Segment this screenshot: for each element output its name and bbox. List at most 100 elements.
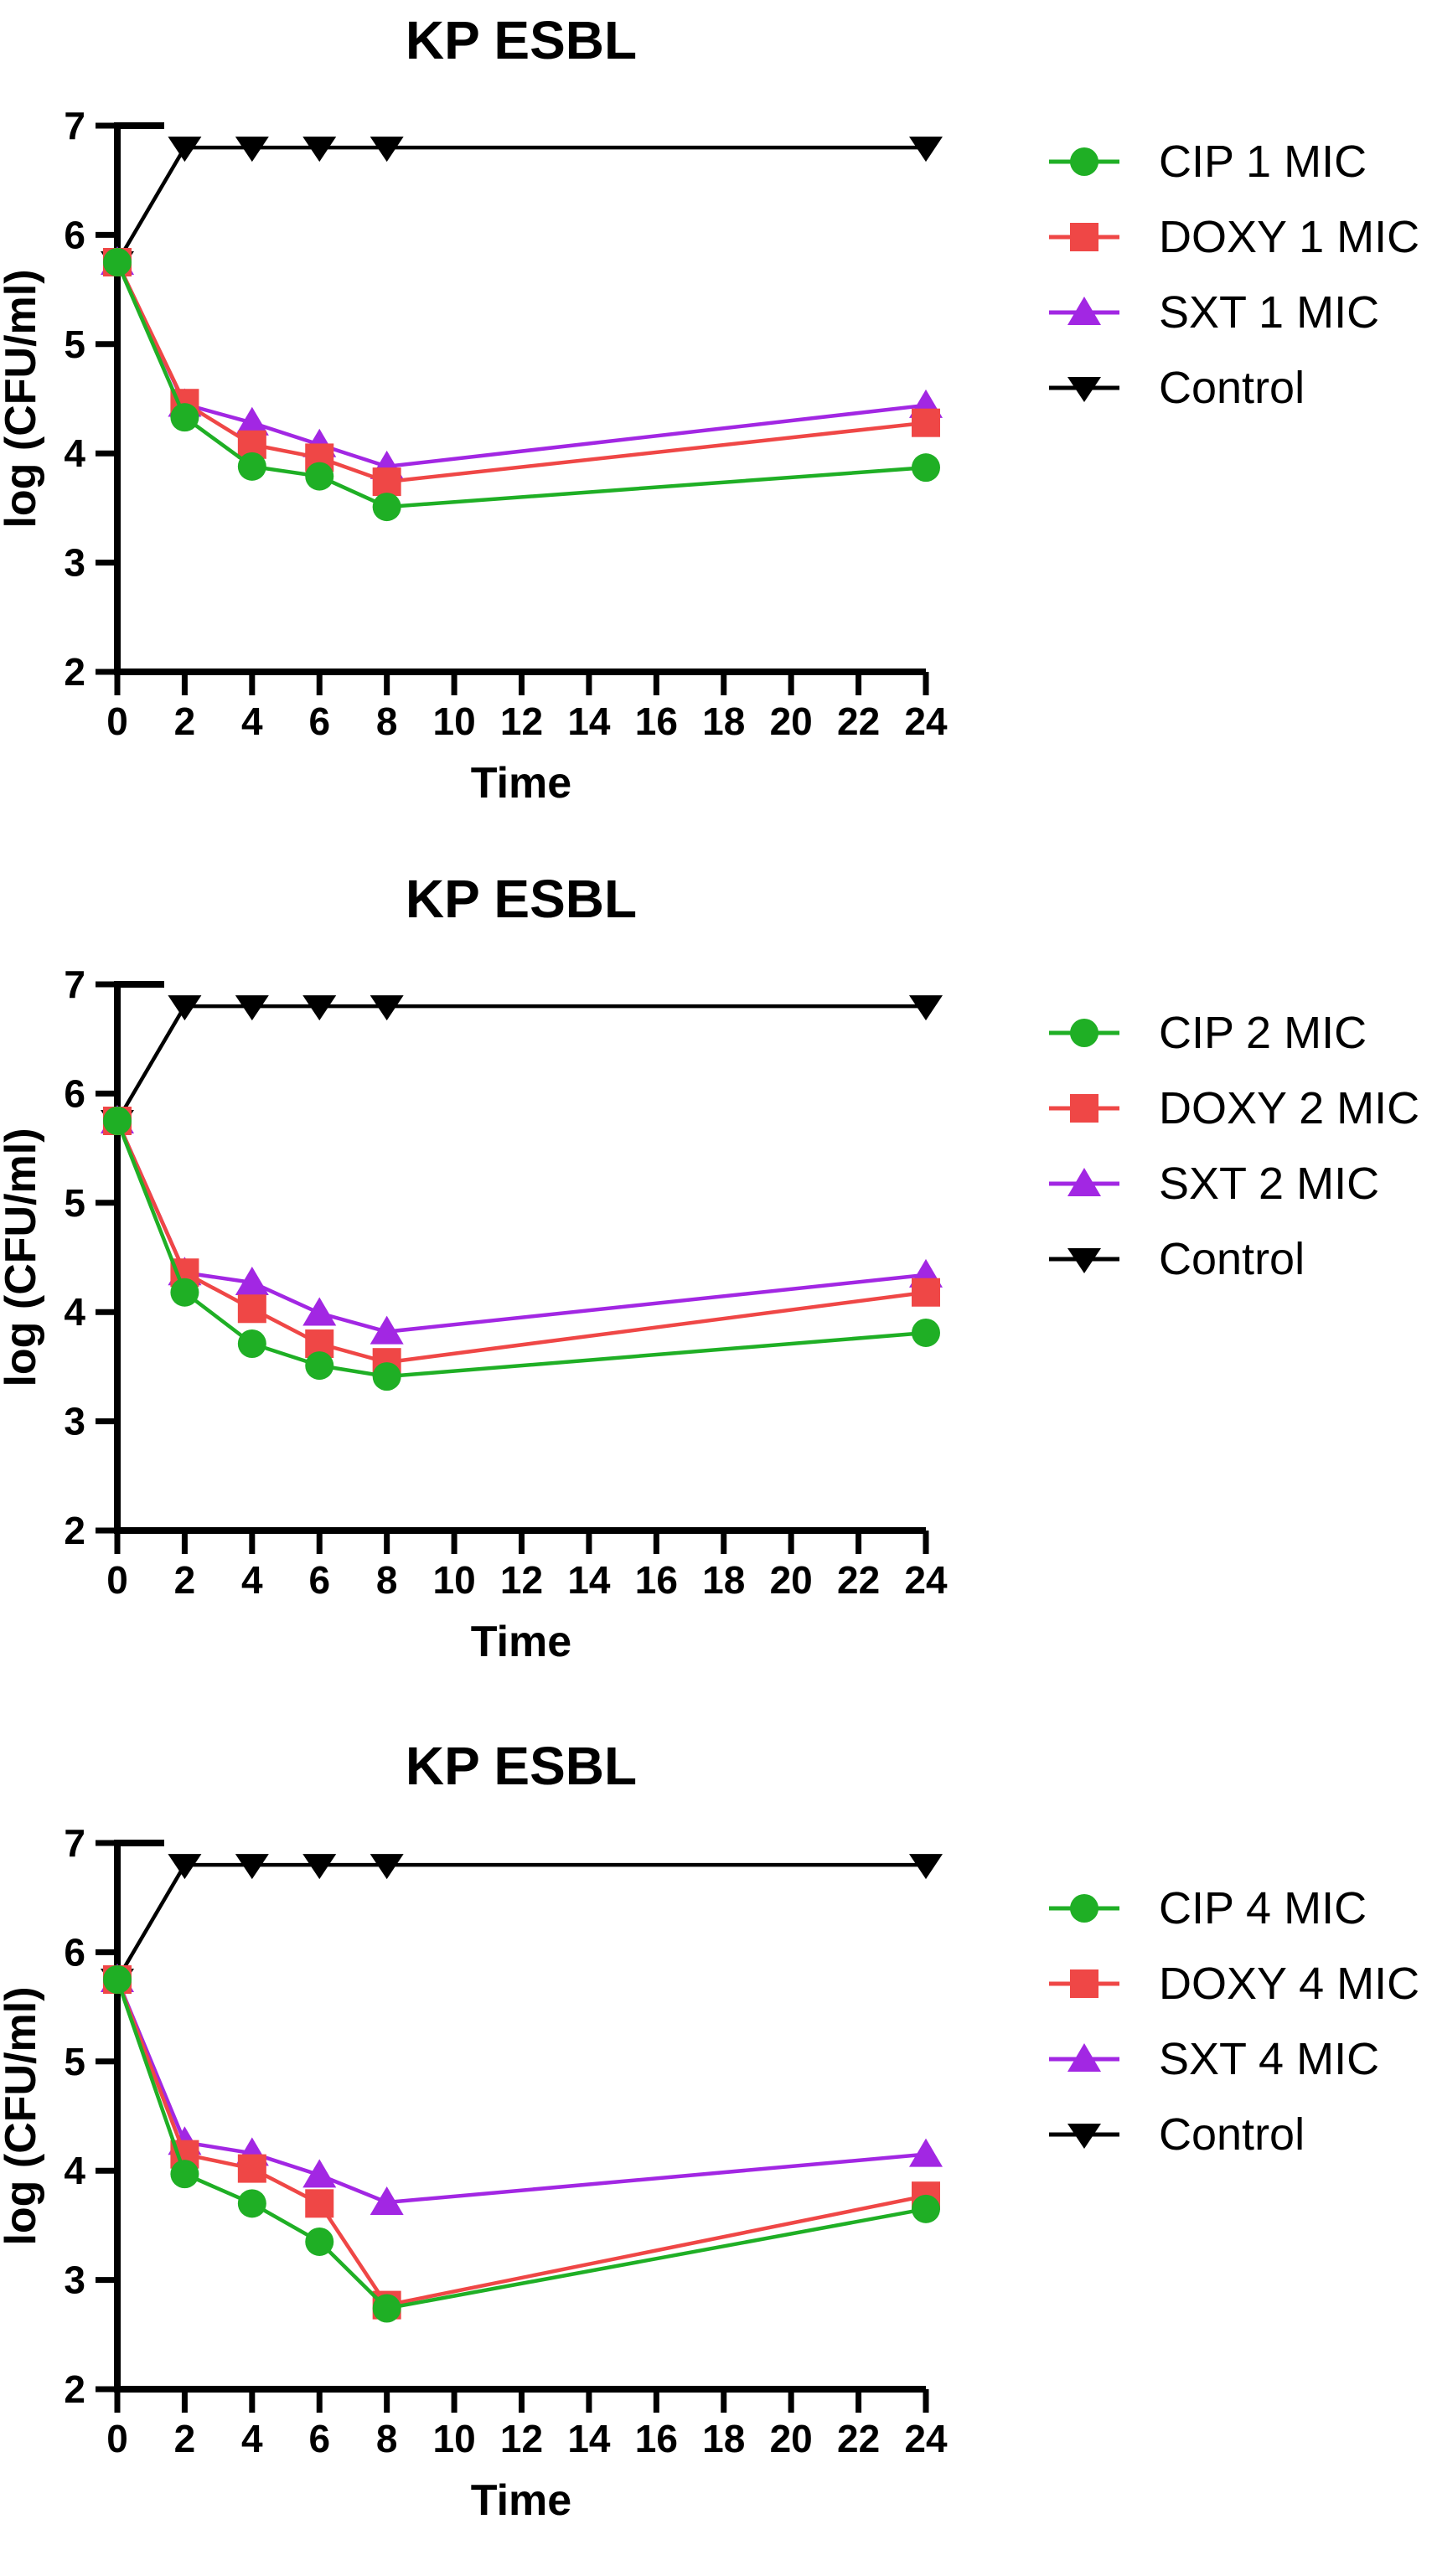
chart-title: KP ESBL xyxy=(406,10,637,70)
chart-title: KP ESBL xyxy=(406,869,637,929)
x-tick-label: 0 xyxy=(106,2417,128,2460)
legend-label: Control xyxy=(1159,1234,1305,1284)
series-marker-control xyxy=(168,995,202,1021)
x-tick-label: 24 xyxy=(904,2417,948,2460)
x-tick-label: 24 xyxy=(904,1558,948,1602)
legend-label: CIP 2 MIC xyxy=(1159,1008,1367,1058)
series-marker-cip-4-mic xyxy=(103,1965,132,1994)
series-marker-control xyxy=(909,995,943,1021)
series-marker-cip-4-mic xyxy=(170,2160,199,2189)
series-marker-sxt-2-mic xyxy=(235,1266,269,1295)
series-marker-cip-1-mic xyxy=(103,248,132,276)
y-tick-label: 4 xyxy=(64,2149,85,2192)
sxt-triangle-up-marker-icon xyxy=(1049,1168,1119,1196)
x-tick-label: 16 xyxy=(635,699,678,743)
series-line-doxy-4-mic xyxy=(115,1979,927,2308)
series-line-control xyxy=(116,1004,926,1123)
y-tick-label: 4 xyxy=(64,1290,85,1334)
series-marker-cip-4-mic xyxy=(372,2294,401,2323)
y-tick-label: 6 xyxy=(64,1071,85,1115)
y-tick-label: 5 xyxy=(64,323,85,366)
cip-circle-marker-icon xyxy=(1049,1894,1119,1923)
x-tick-label: 20 xyxy=(770,2417,813,2460)
series-marker-control xyxy=(302,995,337,1021)
series-marker-cip-2-mic xyxy=(237,1329,266,1359)
x-tick-label: 18 xyxy=(702,699,745,743)
series-marker-sxt-2-mic xyxy=(302,1297,337,1326)
series-marker-control xyxy=(909,1854,943,1880)
legend-label: Control xyxy=(1159,363,1305,413)
series-marker-control xyxy=(370,137,404,163)
series-marker-control xyxy=(235,995,269,1021)
x-tick-label: 6 xyxy=(308,2417,330,2460)
y-axis-title: log (CFU/ml) xyxy=(0,269,45,528)
chart-section-1-mic: KP ESBL Time log (CFU/ml) 2 3 4 5 6 7 0 2 4 6 8 10 1… xyxy=(0,0,1437,859)
chart-section-2-mic: KP ESBL Time log (CFU/ml) 2 3 4 5 6 7 0 2 4 6 8 10 1… xyxy=(0,859,1437,1717)
legend-label: CIP 4 MIC xyxy=(1159,1883,1367,1933)
legend: CIP 4 MIC DOXY 4 MIC SXT 4 MIC Control xyxy=(1049,1871,1419,2172)
series-marker-cip-2-mic xyxy=(912,1318,940,1347)
x-tick-label: 18 xyxy=(702,1558,745,1602)
series-marker-cip-2-mic xyxy=(170,1278,199,1307)
x-tick-label: 4 xyxy=(241,699,263,743)
sxt-triangle-up-marker-icon xyxy=(1049,297,1119,325)
x-tick-label: 6 xyxy=(308,1558,330,1602)
y-axis-title: log (CFU/ml) xyxy=(0,1128,45,1386)
legend-item: Control xyxy=(1049,1221,1419,1297)
legend-label: Control xyxy=(1159,2109,1305,2160)
x-tick-label: 22 xyxy=(837,1558,880,1602)
y-tick-label: 3 xyxy=(64,1400,85,1443)
x-tick-label: 8 xyxy=(376,699,398,743)
y-axis-title: log (CFU/ml) xyxy=(0,1986,45,2245)
legend-label: CIP 1 MIC xyxy=(1159,137,1367,187)
x-tick-label: 22 xyxy=(837,699,880,743)
x-tick-label: 12 xyxy=(500,2417,543,2460)
series-marker-cip-1-mic xyxy=(237,452,266,481)
x-tick-label: 0 xyxy=(106,1558,128,1602)
x-tick-label: 2 xyxy=(174,1558,196,1602)
doxy-square-marker-icon xyxy=(1049,1094,1119,1123)
legend-label: SXT 2 MIC xyxy=(1159,1159,1380,1209)
legend-label: DOXY 4 MIC xyxy=(1159,1959,1420,2009)
x-axis-title: Time xyxy=(471,2476,571,2525)
legend-item: DOXY 2 MIC xyxy=(1049,1071,1419,1146)
legend-label: SXT 1 MIC xyxy=(1159,287,1380,338)
legend-item: CIP 4 MIC xyxy=(1049,1871,1419,1946)
x-axis-title: Time xyxy=(471,1618,571,1666)
legend-item: Control xyxy=(1049,350,1419,426)
x-tick-label: 0 xyxy=(106,699,128,743)
doxy-square-marker-icon xyxy=(1049,1969,1119,1998)
x-tick-label: 6 xyxy=(308,699,330,743)
legend-marker-shape xyxy=(1070,1894,1098,1923)
x-tick-label: 20 xyxy=(770,699,813,743)
series-marker-control xyxy=(302,1854,337,1880)
legend-marker-shape xyxy=(1067,1248,1101,1273)
y-tick-label: 2 xyxy=(64,2367,85,2411)
x-tick-label: 20 xyxy=(770,1558,813,1602)
series-marker-control xyxy=(370,995,404,1021)
legend: CIP 1 MIC DOXY 1 MIC SXT 1 MIC Control xyxy=(1049,124,1419,426)
series-marker-cip-2-mic xyxy=(305,1351,334,1381)
legend-marker-shape xyxy=(1067,2043,1101,2072)
axes xyxy=(114,122,926,675)
y-tick-label: 5 xyxy=(64,2040,85,2083)
series-line-sxt-4-mic xyxy=(115,1979,927,2205)
cip-circle-marker-icon xyxy=(1049,147,1119,176)
legend-item: SXT 2 MIC xyxy=(1049,1146,1419,1221)
chart-title: KP ESBL xyxy=(406,1736,637,1796)
series-marker-cip-1-mic xyxy=(912,453,940,483)
series-marker-control xyxy=(235,137,269,163)
series-marker-sxt-2-mic xyxy=(370,1315,404,1345)
series-marker-doxy-2-mic xyxy=(237,1294,266,1324)
cip-circle-marker-icon xyxy=(1049,1019,1119,1047)
y-tick-label: 4 xyxy=(64,431,85,475)
series-marker-doxy-1-mic xyxy=(912,408,940,437)
legend-item: SXT 1 MIC xyxy=(1049,275,1419,350)
series-line-doxy-2-mic xyxy=(115,1120,927,1365)
legend-item: CIP 2 MIC xyxy=(1049,995,1419,1071)
control-triangle-down-marker-icon xyxy=(1049,377,1119,402)
x-tick-label: 2 xyxy=(174,699,196,743)
